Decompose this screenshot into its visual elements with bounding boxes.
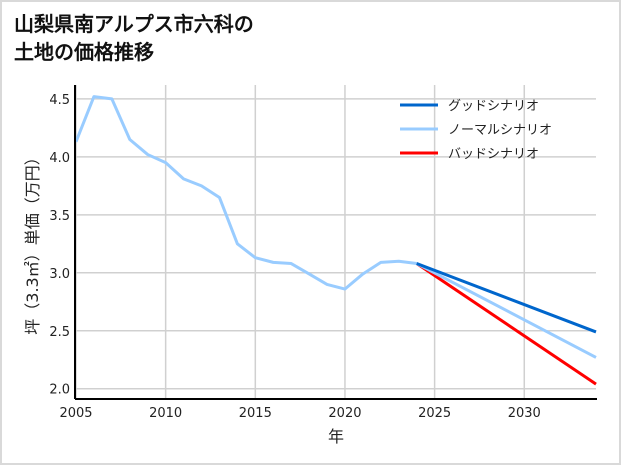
x-tick-label: 2005 (59, 406, 92, 421)
legend-label: バッドシナリオ (448, 147, 539, 162)
x-tick-label: 2025 (418, 406, 451, 421)
series-line-0 (416, 262, 597, 334)
y-tick-label: 2.5 (49, 325, 70, 340)
y-axis-label: 坪（3.3㎡）単価（万円） (23, 149, 42, 334)
y-tick-label: 4.0 (49, 151, 70, 166)
x-tick-label: 2020 (328, 406, 361, 421)
y-tick-label: 3.0 (49, 267, 70, 282)
legend-label: グッドシナリオ (448, 99, 539, 114)
chart-title-line-2: 土地の価格推移 (14, 40, 154, 64)
x-tick-label: 2010 (149, 406, 182, 421)
x-tick-label: 2030 (508, 406, 541, 421)
y-tick-label: 3.5 (49, 209, 70, 224)
series-line-2 (415, 262, 597, 386)
x-tick-label: 2015 (239, 406, 272, 421)
y-tick-label: 2.0 (49, 383, 70, 398)
chart-title: 山梨県南アルプス市六科の 土地の価格推移 (14, 10, 254, 66)
chart-title-line-1: 山梨県南アルプス市六科の (14, 12, 254, 36)
y-tick-label: 4.5 (49, 93, 70, 108)
series-line-1 (74, 95, 597, 359)
legend-label: ノーマルシナリオ (448, 123, 552, 138)
x-axis-label: 年 (328, 427, 344, 446)
